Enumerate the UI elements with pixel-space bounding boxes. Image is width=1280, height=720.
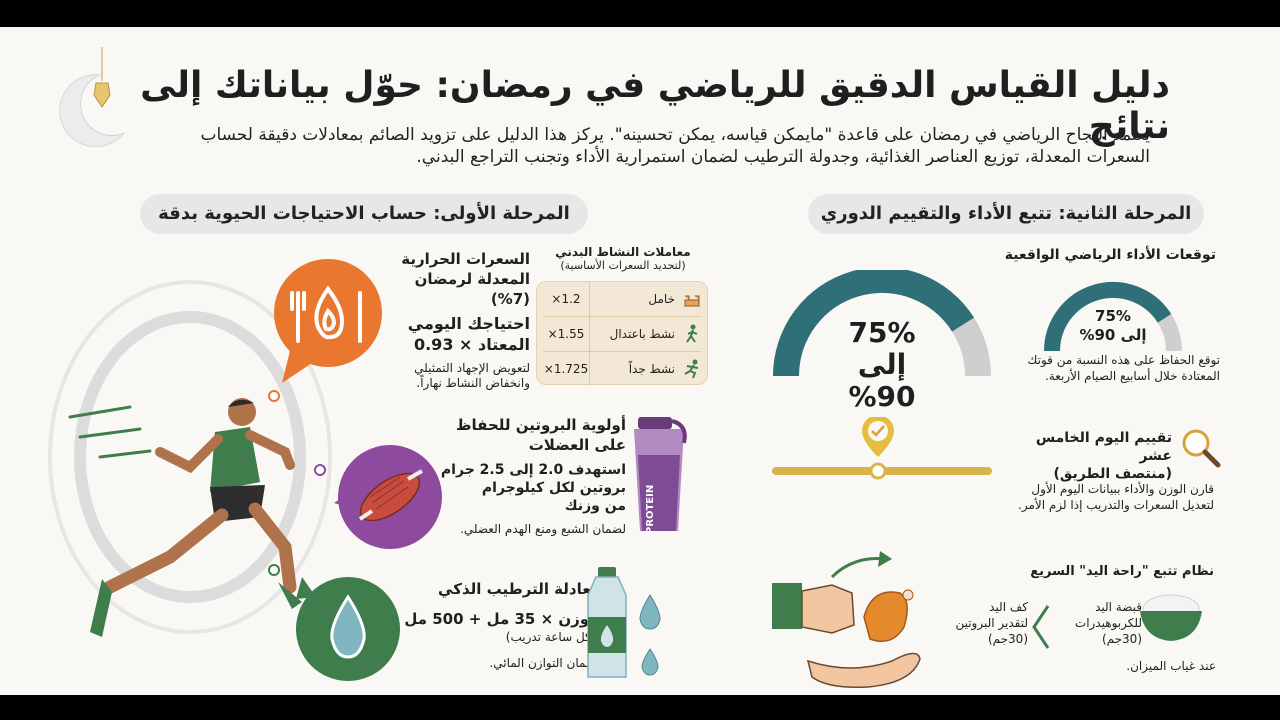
midpoint-note-1: قارن الوزن والأداء ببيانات اليوم الأول bbox=[1031, 482, 1214, 496]
protein-block: أولوية البروتين للحفاظ على العضلات استهد… bbox=[404, 415, 626, 537]
calories-formula-1: احتياجك اليومي bbox=[407, 314, 530, 333]
midpoint-title: تقييم اليوم الخامس عشر (منتصف الطريق) bbox=[1004, 429, 1172, 483]
activity-multipliers-table: خامل 1.2× نشط باعتدال 1.55× نشط جداً 1.7… bbox=[536, 281, 709, 386]
gauge-small-value-2: إلى 90% bbox=[1079, 326, 1147, 344]
intro-line-1: يعتمد النجاح الرياضي في رمضان على قاعدة … bbox=[200, 125, 1150, 145]
gauge-large-value-2: إلى 90% bbox=[848, 348, 916, 413]
protein-target-3: من وزنك bbox=[564, 498, 626, 514]
armchair-icon bbox=[681, 288, 703, 313]
calories-title-2: المعدلة لرمضان (7%) bbox=[414, 270, 530, 308]
hydration-block: معادلة الترطيب الذكي الوزن × 35 مل + 500… bbox=[404, 579, 600, 671]
hand-system-note: عند غياب الميزان. bbox=[1126, 659, 1216, 673]
runner-illustration bbox=[48, 280, 332, 637]
gauge-small-label: 75% إلى 90% bbox=[1072, 307, 1154, 345]
hydration-title: معادلة الترطيب الذكي bbox=[438, 580, 600, 598]
water-drop-icon bbox=[296, 577, 400, 681]
protein-shaker-icon bbox=[634, 417, 687, 531]
midpoint-title-1: تقييم اليوم الخامس عشر bbox=[1035, 430, 1172, 464]
carb-fist-block: قبضة اليد للكربوهيدرات (30جم) bbox=[1058, 599, 1142, 647]
protein-note: لضمان الشبع ومنع الهدم العضلي. bbox=[460, 522, 626, 536]
phase1-header: المرحلة الأولى: حساب الاحتياجات الحيوية … bbox=[140, 194, 588, 234]
multipliers-subtitle: (لتحديد السعرات الأساسية) bbox=[560, 259, 686, 272]
protein-title-1: أولوية البروتين للحفاظ bbox=[455, 416, 626, 434]
arc-dot-orange bbox=[268, 390, 280, 402]
calories-note-2: وانخفاض النشاط نهاراً. bbox=[416, 376, 530, 390]
phase2-header: المرحلة الثانية: تتبع الأداء والتقييم ال… bbox=[808, 194, 1204, 234]
infographic-page: دليل القياس الدقيق للرياضي في رمضان: حوّ… bbox=[0, 27, 1280, 695]
midpoint-timeline bbox=[772, 417, 992, 480]
page-title: دليل القياس الدقيق للرياضي في رمضان: حوّ… bbox=[140, 65, 1170, 147]
protein-palm-1: كف اليد bbox=[989, 600, 1028, 614]
muscle-icon bbox=[334, 445, 442, 549]
protein-palm-block: كف اليد لتقدير البروتين (30جم) bbox=[938, 599, 1028, 647]
chevron-left-icon bbox=[1032, 605, 1050, 649]
multipliers-heading: معاملات النشاط البدني (لتحديد السعرات ال… bbox=[540, 245, 706, 272]
carb-fist-3: (30جم) bbox=[1101, 632, 1142, 646]
expectations-note-2: المعتادة خلال أسابيع الصيام الأربعة. bbox=[1044, 369, 1220, 383]
hand-system-title: نظام تتبع "راحة اليد" السريع bbox=[1030, 564, 1214, 579]
protein-target-2: بروتين لكل كيلوجرام bbox=[481, 480, 626, 496]
calories-formula-2: المعتاد × 0.93 bbox=[413, 335, 530, 354]
running-person-icon bbox=[681, 358, 703, 383]
hydration-formula: الوزن × 35 مل + 500 مل bbox=[404, 610, 600, 628]
arc-dot-purple bbox=[314, 464, 326, 476]
expectations-note-1: توقع الحفاظ على هذه النسبة من قوتك bbox=[1027, 353, 1220, 367]
multiplier-row-moderate: نشط باعتدال 1.55× bbox=[537, 317, 709, 351]
expectations-note: توقع الحفاظ على هذه النسبة من قوتك المعت… bbox=[1000, 352, 1220, 384]
protein-palm-2: لتقدير البروتين bbox=[955, 616, 1028, 630]
carb-fist-2: للكربوهيدرات bbox=[1074, 616, 1142, 630]
midpoint-note-2: لتعديل السعرات والتدريب إذا لزم الأمر. bbox=[1018, 498, 1214, 512]
carb-fist-1: قبضة اليد bbox=[1095, 600, 1142, 614]
gauge-small-value-1: 75% bbox=[1095, 307, 1131, 325]
calories-title-1: السعرات الحرارية bbox=[401, 250, 530, 268]
hydration-formula-sub: (لكل ساعة تدريب) bbox=[505, 630, 600, 644]
multipliers-title: معاملات النشاط البدني bbox=[555, 245, 691, 259]
protein-target-1: استهدف 2.0 إلى 2.5 جرام bbox=[440, 462, 626, 478]
water-bottle-icon bbox=[587, 567, 661, 678]
walking-person-icon bbox=[681, 323, 703, 348]
gauge-large-value-1: 75% bbox=[848, 316, 916, 349]
protein-title-2: على العضلات bbox=[528, 436, 626, 454]
performance-gauge-large bbox=[773, 270, 991, 377]
shaker-label: PROTEIN bbox=[645, 484, 656, 534]
midpoint-title-2: (منتصف الطريق) bbox=[1053, 466, 1172, 482]
hydration-note: لضمان التوازن المائي. bbox=[489, 656, 600, 670]
multiplier-row-very-active: نشط جداً 1.725× bbox=[537, 352, 709, 386]
gauge-large-label: 75% إلى 90% bbox=[822, 317, 942, 413]
expectations-title: توقعات الأداء الرياضي الواقعية bbox=[1004, 247, 1216, 263]
performance-gauge-small bbox=[1044, 282, 1182, 352]
intro-text: يعتمد النجاح الرياضي في رمضان على قاعدة … bbox=[130, 124, 1150, 168]
calories-note-1: لتعويض الإجهاد التمثيلي bbox=[414, 361, 530, 375]
hands-fist-palm-icon bbox=[772, 551, 921, 689]
calories-block: السعرات الحرارية المعدلة لرمضان (7%) احت… bbox=[388, 249, 530, 391]
crescent-lantern-icon bbox=[59, 47, 126, 147]
arc-dot-green bbox=[268, 564, 280, 576]
protein-palm-3: (30جم) bbox=[987, 632, 1028, 646]
multiplier-row-sedentary: خامل 1.2× bbox=[537, 282, 709, 316]
magnifier-icon bbox=[1182, 429, 1221, 468]
fire-fork-icon bbox=[274, 259, 382, 383]
midpoint-note: قارن الوزن والأداء ببيانات اليوم الأول ل… bbox=[1000, 481, 1214, 513]
rice-bowl-icon bbox=[1140, 594, 1202, 641]
intro-line-2: السعرات المعدلة، توزيع العناصر الغذائية،… bbox=[416, 147, 1150, 167]
